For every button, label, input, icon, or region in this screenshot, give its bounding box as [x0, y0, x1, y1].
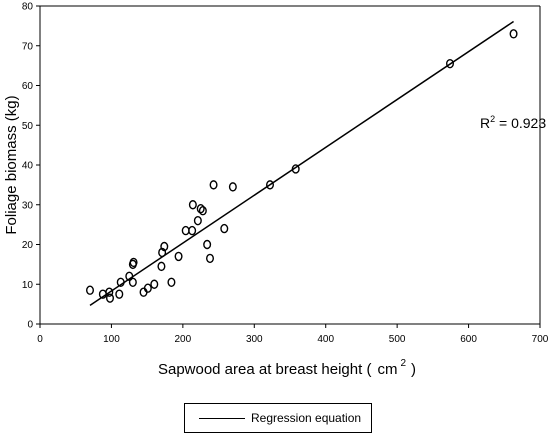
y-axis-title: Foliage biomass (kg)	[3, 95, 20, 234]
data-point	[150, 279, 159, 289]
data-point	[509, 29, 518, 39]
r-squared-annotation: R2 = 0.923	[480, 114, 546, 131]
data-point	[181, 225, 190, 236]
legend-line-swatch	[199, 418, 245, 419]
y-ticks: 0 10 20 30 40 50 60 70 80	[22, 2, 40, 331]
y-tick-label: 0	[27, 320, 33, 331]
scatter-chart: 0 100 200 300 400 500 600 700 0 10 20 30 40 50 60 70 80…	[3, 2, 548, 379]
y-tick-label: 70	[22, 41, 34, 52]
x-tick-label: 600	[460, 334, 477, 345]
data-point	[174, 251, 183, 262]
legend: Regression equation	[184, 403, 372, 433]
data-point	[160, 241, 169, 252]
data-point	[220, 223, 229, 234]
regression-lines	[89, 20, 514, 306]
y-tick-label: 60	[22, 81, 34, 92]
data-point	[196, 204, 205, 214]
legend-label: Regression equation	[251, 411, 362, 425]
y-tick-label: 30	[22, 200, 34, 211]
data-point	[266, 180, 275, 190]
y-tick-label: 20	[22, 240, 34, 251]
data-point	[167, 277, 176, 287]
data-point	[105, 287, 114, 297]
data-point	[85, 285, 94, 295]
y-tick-label: 50	[22, 121, 34, 132]
x-tick-label: 500	[389, 334, 406, 345]
x-axis-title: Sapwood area at breast height (cm 2)	[158, 358, 416, 378]
data-point	[203, 239, 212, 250]
data-point	[188, 200, 197, 210]
x-tick-label: 700	[532, 334, 548, 345]
x-tick-label: 0	[37, 334, 43, 345]
x-tick-label: 300	[246, 334, 263, 345]
data-point	[115, 289, 124, 299]
y-tick-label: 10	[22, 280, 34, 291]
x-tick-label: 200	[175, 334, 192, 345]
data-points	[85, 29, 518, 303]
data-point	[228, 182, 237, 192]
y-tick-label: 40	[22, 161, 34, 172]
y-tick-label: 80	[22, 2, 34, 13]
x-tick-label: 400	[317, 334, 334, 345]
x-tick-label: 100	[103, 334, 120, 345]
x-ticks: 0 100 200 300 400 500 600 700	[37, 324, 548, 345]
data-point	[446, 58, 455, 69]
data-point	[129, 257, 138, 268]
data-point	[198, 206, 207, 216]
data-point	[128, 277, 137, 287]
data-point	[157, 261, 166, 272]
data-point	[193, 215, 202, 226]
regression-line	[89, 20, 514, 306]
axes	[39, 5, 541, 325]
data-point	[105, 293, 114, 303]
data-point	[188, 225, 197, 236]
data-point	[209, 180, 218, 190]
data-point	[205, 253, 214, 264]
data-point	[143, 283, 152, 293]
